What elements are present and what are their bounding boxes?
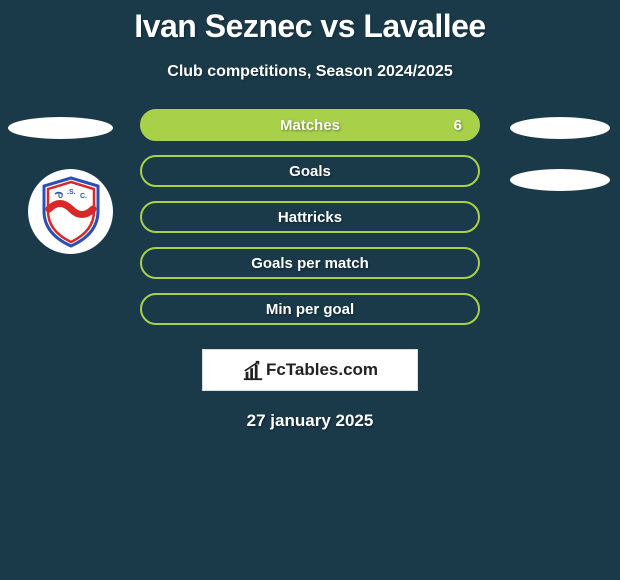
svg-text:.S.: .S. <box>67 189 76 196</box>
shield-icon: U .S. C. <box>40 176 102 248</box>
stat-label: Min per goal <box>142 301 478 318</box>
stat-value: 6 <box>454 117 462 134</box>
stats-table: Matches 6 Goals Hattricks Goals per matc… <box>140 109 480 325</box>
source-logo-box: FcTables.com <box>202 349 418 391</box>
stat-label: Hattricks <box>142 209 478 226</box>
stat-label: Goals per match <box>142 255 478 272</box>
club-badge: U .S. C. <box>28 169 113 254</box>
page-title: Ivan Seznec vs Lavallee <box>0 0 620 45</box>
fctables-logo: FcTables.com <box>242 359 378 381</box>
stat-row-min-per-goal: Min per goal <box>140 293 480 325</box>
date-label: 27 january 2025 <box>0 411 620 431</box>
logo-text: FcTables.com <box>266 360 378 380</box>
content-area: U .S. C. Matches 6 Goals Hattricks Goals… <box>0 109 620 431</box>
svg-text:C.: C. <box>80 193 87 200</box>
subtitle: Club competitions, Season 2024/2025 <box>0 63 620 81</box>
svg-text:U: U <box>58 193 63 200</box>
player-avatar-right-1 <box>510 117 610 139</box>
player-avatar-left <box>8 117 113 139</box>
stat-row-hattricks: Hattricks <box>140 201 480 233</box>
stat-row-goals: Goals <box>140 155 480 187</box>
stat-label: Matches <box>142 117 478 134</box>
bar-chart-icon <box>242 359 264 381</box>
stat-row-goals-per-match: Goals per match <box>140 247 480 279</box>
stat-label: Goals <box>142 163 478 180</box>
player-avatar-right-2 <box>510 169 610 191</box>
stat-row-matches: Matches 6 <box>140 109 480 141</box>
